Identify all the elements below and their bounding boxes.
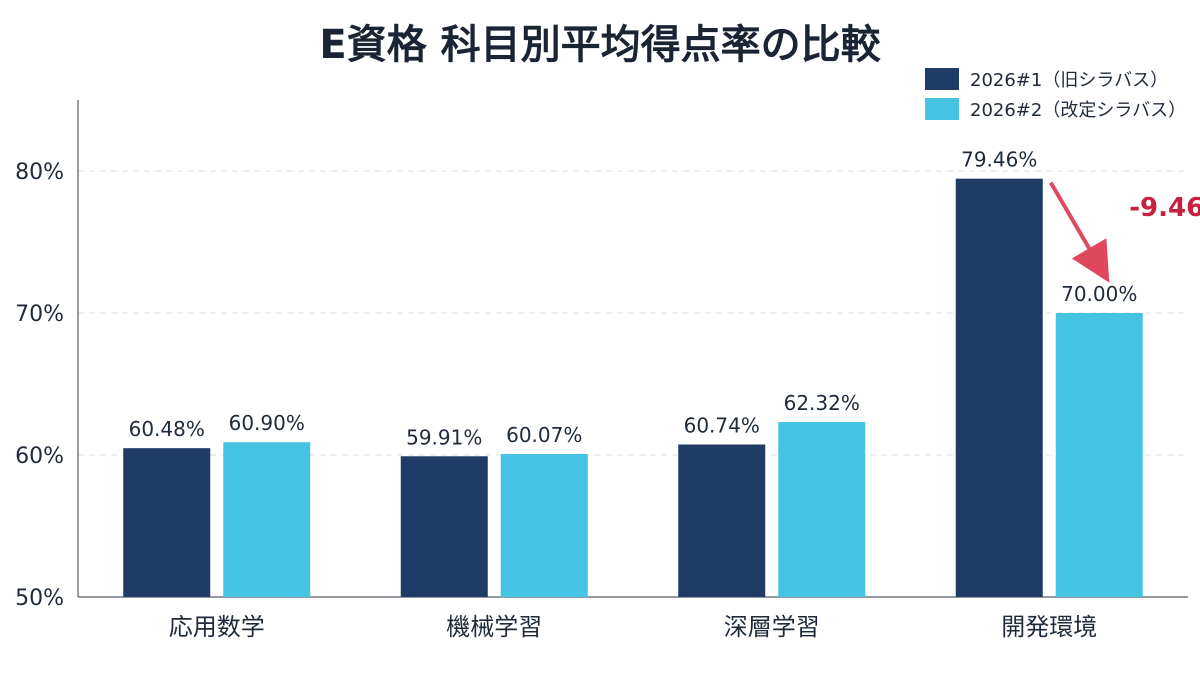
y-tick-label: 80% <box>15 160 64 185</box>
x-category-label: 応用数学 <box>169 613 265 641</box>
y-tick-label: 70% <box>15 302 64 327</box>
bar-series1-1 <box>123 448 211 597</box>
bar-value-label: 60.90% <box>229 411 305 435</box>
bars <box>123 178 1143 597</box>
bar-series2-2 <box>500 454 588 597</box>
bar-series2-4 <box>1055 313 1143 597</box>
bar-series1-4 <box>955 178 1043 597</box>
bar-series2-3 <box>778 422 866 597</box>
bar-value-label: 60.48% <box>129 417 205 441</box>
legend-swatch-2026-2 <box>925 98 959 120</box>
bar-value-label: 59.91% <box>406 425 482 449</box>
legend-label-2026-1: 2026#1（旧シラバス） <box>970 70 1168 91</box>
bar-value-label: 60.07% <box>506 423 582 447</box>
y-tick-label: 50% <box>15 586 64 611</box>
x-category-label: 深層学習 <box>724 613 820 641</box>
x-category-label: 開発環境 <box>1001 613 1097 641</box>
bar-value-label: 70.00% <box>1061 282 1137 306</box>
bar-value-label: 79.46% <box>961 148 1037 172</box>
chart-title: E資格 科目別平均得点率の比較 <box>319 22 881 68</box>
bar-series2-1 <box>223 442 311 597</box>
legend-label-2026-2: 2026#2（改定シラバス） <box>970 100 1186 121</box>
bar-series1-2 <box>400 456 488 597</box>
decrease-arrow <box>1049 181 1110 283</box>
value-labels: 60.48% 60.90% 59.91% 60.07% 60.74% 62.32% 79.4… <box>129 148 1138 450</box>
bar-series1-3 <box>678 444 766 597</box>
y-tick-label: 60% <box>15 444 64 469</box>
axes: 50% 60% 70% 80% 応用数学 機械学習 深層学習 開発環境 <box>15 100 1188 641</box>
bar-value-label: 60.74% <box>684 413 760 437</box>
annotation: -9.46pt <box>1049 181 1200 283</box>
legend-swatch-2026-1 <box>925 68 959 90</box>
bar-value-label: 62.32% <box>784 391 860 415</box>
legend: 2026#1（旧シラバス） 2026#2（改定シラバス） <box>925 68 1186 121</box>
x-category-label: 機械学習 <box>446 613 542 641</box>
decrease-annotation: -9.46pt <box>1129 193 1200 223</box>
